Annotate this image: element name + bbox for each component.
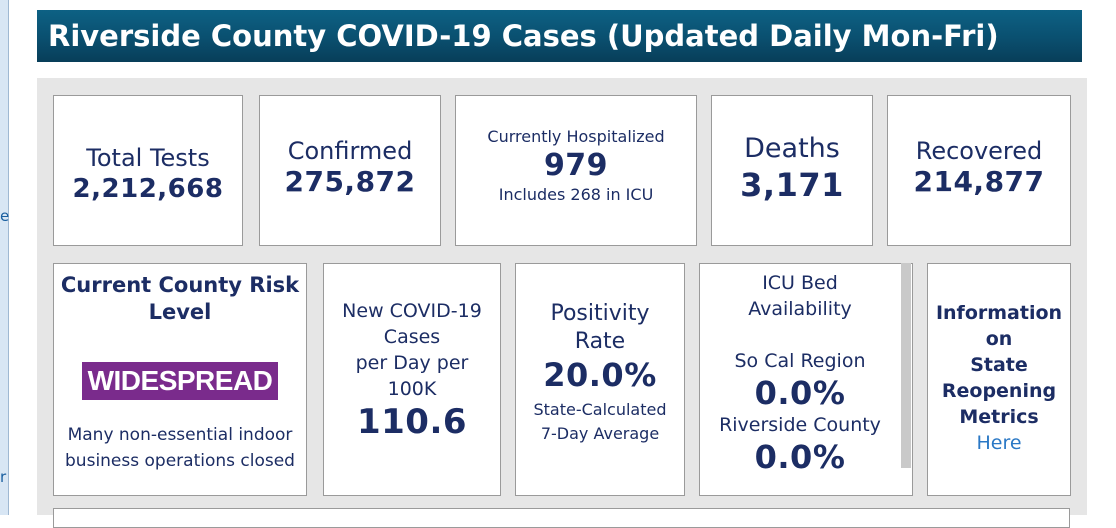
cropped-text-fragment: e <box>0 207 10 225</box>
positivity-label-1: Positivity <box>550 301 650 326</box>
risk-level-title: Current County Risk <box>60 273 300 297</box>
positivity-note-2: 7-Day Average <box>540 424 660 443</box>
reopening-label-1: Information <box>935 302 1063 324</box>
icu-count-note: Includes 268 in ICU <box>498 184 654 204</box>
new-cases-label-3: per Day per <box>355 352 469 374</box>
reopening-info-card: Information on State Reopening Metrics H… <box>927 263 1071 496</box>
left-sidebar-strip <box>0 0 9 515</box>
positivity-card: Positivity Rate 20.0% State-Calculated 7… <box>515 263 685 496</box>
new-cases-label-4: 100K <box>387 378 437 400</box>
icu-region-value: 0.0% <box>754 374 846 412</box>
reopening-label-4: Reopening <box>941 380 1057 402</box>
icu-county-label: Riverside County <box>719 414 881 436</box>
hospitalized-card: Currently Hospitalized 979 Includes 268 … <box>455 95 697 246</box>
total-tests-card: Total Tests 2,212,668 <box>53 95 243 246</box>
deaths-label: Deaths <box>744 132 840 164</box>
recovered-label: Recovered <box>915 136 1043 165</box>
recovered-value: 214,877 <box>913 164 1045 198</box>
confirmed-label: Confirmed <box>287 136 413 165</box>
risk-note: Many non-essential indoor <box>67 425 293 445</box>
icu-availability-card: ICU Bed Availability So Cal Region 0.0% … <box>699 263 913 496</box>
reopening-label-3: State <box>970 354 1028 376</box>
icu-region-label: So Cal Region <box>734 350 866 372</box>
deaths-card: Deaths 3,171 <box>711 95 873 246</box>
risk-level-title-line2: Level <box>148 300 212 324</box>
new-cases-label-1: New COVID-19 <box>342 300 482 322</box>
risk-tier-badge: WIDESPREAD <box>81 362 279 400</box>
icu-label-1: ICU Bed <box>762 272 838 294</box>
icu-card-scrollbar[interactable] <box>901 263 911 468</box>
new-cases-label-2: Cases <box>383 326 441 348</box>
reopening-here-link[interactable]: Here <box>976 432 1022 454</box>
recovered-card: Recovered 214,877 <box>887 95 1071 246</box>
deaths-value: 3,171 <box>740 165 844 204</box>
total-tests-label: Total Tests <box>86 143 210 172</box>
confirmed-value: 275,872 <box>284 164 416 198</box>
reopening-label-2: on <box>985 328 1013 350</box>
cropped-link-fragment[interactable]: r <box>0 468 7 486</box>
risk-level-card: Current County Risk Level WIDESPREAD Man… <box>53 263 307 496</box>
positivity-note-1: State-Calculated <box>533 400 667 419</box>
positivity-label-2: Rate <box>574 329 626 354</box>
new-cases-card: New COVID-19 Cases per Day per 100K 110.… <box>323 263 501 496</box>
hospitalized-label: Currently Hospitalized <box>487 126 665 146</box>
icu-county-value: 0.0% <box>754 438 846 476</box>
new-cases-value: 110.6 <box>356 402 468 442</box>
dashboard-title: Riverside County COVID-19 Cases (Updated… <box>37 10 1082 62</box>
confirmed-card: Confirmed 275,872 <box>259 95 441 246</box>
risk-note-line2: business operations closed <box>65 451 295 471</box>
reopening-label-5: Metrics <box>959 406 1039 428</box>
hospitalized-value: 979 <box>543 147 609 183</box>
icu-label-2: Availability <box>748 298 852 320</box>
total-tests-value: 2,212,668 <box>72 173 224 204</box>
positivity-value: 20.0% <box>543 356 657 394</box>
next-row-card <box>53 508 1070 528</box>
